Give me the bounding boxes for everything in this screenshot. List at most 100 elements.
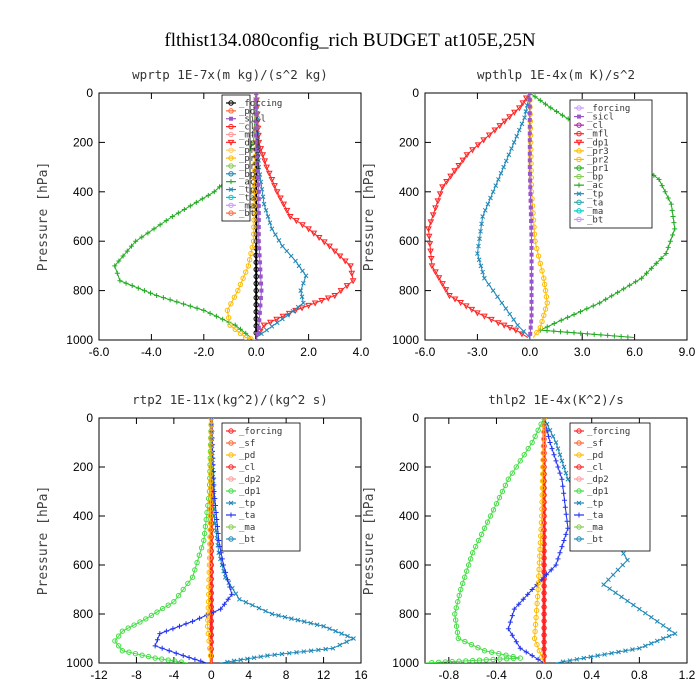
marker-square-0-10 [527,158,532,163]
marker-cross-3-1 [273,232,278,237]
marker-plus-legend-7 [576,512,582,518]
marker-circle-0-14 [251,189,258,195]
marker-plus-6-1 [670,232,676,238]
marker-triangle-3-3 [451,168,459,175]
marker-cross-9-2 [623,648,628,654]
marker-triangle-3-2 [455,162,463,169]
marker-triangle-0-2 [519,100,527,107]
marker-cross-6-3 [619,594,624,600]
marker-cross-8-3 [654,638,660,644]
x-tick-label: 16 [354,668,368,682]
marker-circle-1-2 [521,452,527,458]
marker-plus-2-0 [216,538,222,543]
chart-panel-1: wprtp 1E-7x(m kg)/(s^2 kg) Pressure [hPa]… [36,67,370,359]
marker-square-0-9 [527,151,532,156]
marker-square-2-2 [256,203,261,208]
marker-cross-6-2 [613,590,618,596]
marker-cross-4-0 [237,596,242,602]
marker-cross-8-2 [660,636,666,641]
marker-circle-3-3 [539,654,545,660]
marker-square-3-4 [258,267,263,272]
marker-circle-4-1 [225,315,232,321]
marker-square-0-5 [254,126,259,131]
marker-circle-4-5 [541,646,547,652]
marker-circle-3-4 [475,537,482,544]
marker-circle-0-2 [541,429,547,435]
x-tick-label: 1.2 [679,668,696,682]
marker-triangle-1-3 [261,158,269,165]
legend-label-pr3: _pr3 [587,147,609,157]
marker-plus-6-4 [163,628,169,634]
marker-cross-5-2 [615,567,621,573]
marker-plus-9-3 [220,316,226,322]
marker-circle-1-6 [206,555,213,561]
marker-circle-0-6 [540,457,546,463]
marker-circle-1-3 [207,534,213,540]
marker-plus-11-9 [598,332,604,338]
marker-circle-3-0 [531,635,538,642]
marker-cross-6-4 [345,633,350,639]
marker-plus-0-9 [211,475,217,481]
marker-circle-0-3 [208,436,214,442]
marker-cross-6-1 [607,586,612,592]
y-tick-label: 1000 [392,656,419,670]
marker-circle-6-1 [452,617,459,623]
marker-circle-legend-13 [228,202,234,208]
marker-circle-legend-5 [576,488,582,494]
marker-triangle-2-1 [485,132,493,139]
marker-circle-0-9 [207,478,214,484]
marker-plus-10-1 [551,321,557,327]
legend-label-bt: _bt [587,535,603,545]
marker-plus-6-0 [112,263,118,269]
marker-cross-0-3 [550,434,556,439]
marker-triangle-6-3 [439,281,446,288]
marker-circle-1-2 [538,526,544,533]
marker-circle-3-0 [541,562,547,568]
legend-label-sicl: _sicl [239,115,266,125]
marker-triangle-5-1 [310,230,318,237]
marker-cross-9-4 [238,657,244,663]
marker-triangle-2-0 [491,127,499,134]
marker-circle-8-3 [503,652,509,658]
marker-square-3-1 [257,246,262,251]
x-tick-label: -0.4 [486,668,507,682]
marker-circle-2-6 [532,628,538,635]
marker-triangle-7-3 [462,303,470,310]
marker-triangle-2-1 [265,170,273,177]
series-pd [531,418,547,663]
marker-circle-3-1 [534,641,540,648]
marker-plus-2-4 [562,504,568,510]
marker-square-2-1 [529,245,534,250]
marker-circle-3-0 [235,287,241,294]
marker-plus-9-5 [565,314,571,320]
legend-label-forcing: _forcing [239,99,282,109]
marker-triangle-9-2 [318,297,326,305]
marker-cross-3-3 [488,195,493,201]
marker-cross-legend-6 [576,500,582,506]
marker-cross-9-3 [269,324,275,329]
marker-square-2-0 [256,189,261,194]
marker-circle-3-1 [484,519,491,525]
marker-circle-1-1 [525,445,531,452]
marker-square-1-3 [528,185,533,190]
marker-plus-8-1 [159,645,165,651]
legend-label-pr1: _pr1 [587,164,609,174]
marker-plus-4-5 [139,234,145,240]
marker-plus-7-0 [157,631,163,637]
marker-plus-6-0 [511,606,517,612]
marker-triangle-2-3 [271,183,278,190]
x-tick-label: -6.0 [89,345,110,359]
marker-cross-7-3 [654,618,660,624]
marker-cross-8-5 [294,650,299,655]
marker-triangle-3-0 [463,152,471,159]
marker-cross-1-3 [559,458,565,464]
marker-cross-6-0 [601,582,606,587]
marker-square-3-0 [256,239,261,244]
marker-cross-1-4 [260,194,266,200]
y-tick-label: 600 [73,558,93,572]
marker-circle-3-5 [541,597,547,603]
legend-label-ma: _ma [587,523,603,533]
marker-square-legend-2 [229,116,233,121]
marker-triangle-9-5 [298,305,306,312]
marker-circle-1-6 [201,530,208,537]
